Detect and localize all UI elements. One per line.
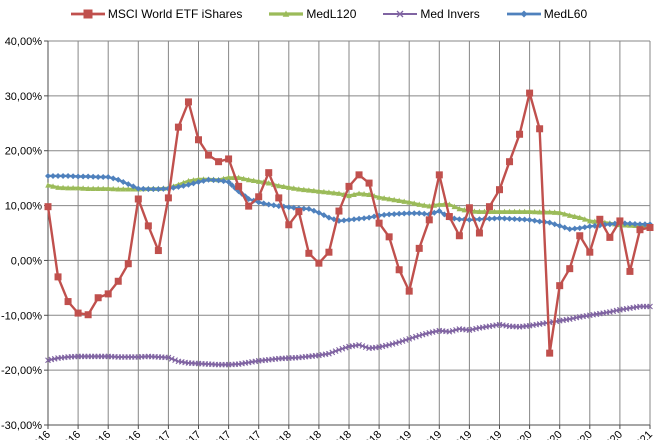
y-tick-label: 20,00% xyxy=(5,146,43,158)
y-tick-label: 40,00% xyxy=(5,36,43,48)
gridlines xyxy=(48,40,651,425)
y-tick-label: 30,00% xyxy=(5,91,43,103)
y-tick-label: 10,00% xyxy=(5,201,43,213)
x-axis-labels: 1/01/20161/04/20161/07/20161/10/20161/01… xyxy=(10,429,655,440)
legend-label: MSCI World ETF iShares xyxy=(107,7,243,21)
y-tick-label: -10,00% xyxy=(1,310,42,322)
legend-label: MedL120 xyxy=(306,7,357,21)
legend-item-medl120[interactable]: MedL120 xyxy=(268,7,356,21)
legend-x-marker-icon xyxy=(382,8,418,20)
legend-label: MedL60 xyxy=(543,7,588,21)
y-axis-labels: 40,00% 30,00% 20,00% 10,00% 0,00% -10,00% -20,… xyxy=(1,36,42,432)
legend-item-med-invers[interactable]: Med Invers xyxy=(382,7,480,21)
series-medl60[interactable] xyxy=(45,172,653,233)
y-tick-label: -30,00% xyxy=(1,420,42,432)
legend-triangle-marker-icon xyxy=(268,8,304,20)
legend-item-medl60[interactable]: MedL60 xyxy=(506,7,587,21)
axes xyxy=(44,40,651,429)
legend-item-msci-world-etf[interactable]: MSCI World ETF iShares xyxy=(70,7,242,21)
y-tick-label: -20,00% xyxy=(1,365,42,377)
series-med-invers[interactable] xyxy=(45,303,653,368)
y-tick-label: 0,00% xyxy=(11,255,42,267)
legend-diamond-marker-icon xyxy=(506,8,542,20)
legend-square-marker-icon xyxy=(70,8,106,20)
legend-label: Med Invers xyxy=(420,7,480,21)
series-msci-world-etf-ishares[interactable] xyxy=(44,89,654,357)
chart-legend: MSCI World ETF iShares MedL120 Med Inver… xyxy=(0,7,657,21)
